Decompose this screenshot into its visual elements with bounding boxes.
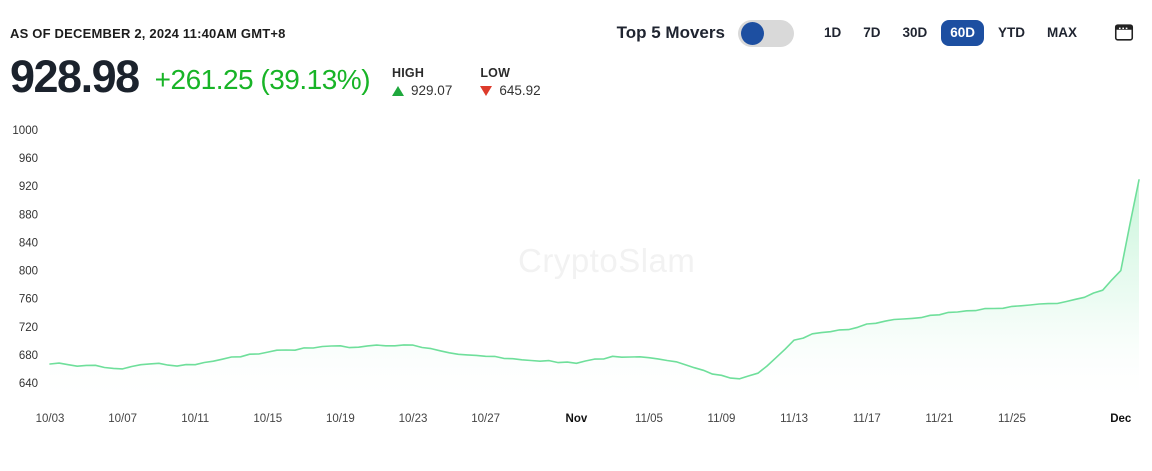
low-block: LOW 645.92: [480, 65, 541, 98]
y-axis-label: 680: [19, 350, 38, 362]
range-button-30d[interactable]: 30D: [894, 21, 935, 45]
range-button-ytd[interactable]: YTD: [990, 21, 1033, 45]
price-chart[interactable]: CryptoSlam 640 680 720 760 800 840 880 920 960 10…: [0, 115, 1152, 460]
y-axis-label: 1000: [12, 125, 38, 137]
low-value: 645.92: [499, 82, 541, 98]
x-axis-label: 10/07: [108, 413, 137, 425]
chart-controls: Top 5 Movers 1D 7D 30D 60D YTD MAX: [616, 19, 1135, 47]
range-button-max[interactable]: MAX: [1039, 21, 1085, 45]
chart-line: [49, 179, 1140, 380]
chart-area-fill: [50, 179, 1139, 403]
price-change: +261.25 (39.13%): [154, 64, 371, 96]
toggle-knob: [740, 21, 764, 45]
x-axis-label: 10/15: [253, 413, 282, 425]
x-axis-label: 11/21: [925, 413, 953, 425]
header: AS OF DECEMBER 2, 2024 11:40AM GMT+8 Top…: [0, 0, 1152, 48]
as-of-timestamp: AS OF DECEMBER 2, 2024 11:40AM GMT+8: [10, 25, 286, 41]
x-axis-label: 11/25: [998, 413, 1026, 425]
range-button-1d[interactable]: 1D: [816, 21, 849, 45]
x-axis-labels: 10/03 10/07 10/11 10/15 10/19 10/23 10/27 Nov 11…: [36, 413, 1132, 425]
top-movers-label: Top 5 Movers: [616, 23, 725, 42]
range-selector: 1D 7D 30D 60D YTD MAX: [816, 20, 1085, 46]
x-axis-label: Dec: [1110, 413, 1132, 425]
y-axis-labels: 640 680 720 760 800 840 880 920 960 1000: [12, 125, 38, 390]
x-axis-label: 11/05: [635, 413, 663, 425]
top-movers-toggle-group: Top 5 Movers: [616, 19, 794, 47]
y-axis-label: 920: [19, 181, 38, 193]
x-axis-label: 10/27: [471, 413, 500, 425]
price-summary: 928.98 +261.25 (39.13%) HIGH 929.07 LOW …: [0, 48, 1152, 102]
range-button-60d[interactable]: 60D: [941, 20, 984, 46]
x-axis-label: 10/03: [36, 413, 65, 425]
y-axis-label: 760: [19, 294, 38, 306]
high-value: 929.07: [411, 82, 453, 98]
x-axis-label: 11/13: [780, 413, 808, 425]
y-axis-label: 640: [19, 378, 38, 390]
x-axis-label: 10/23: [399, 413, 428, 425]
range-button-7d[interactable]: 7D: [855, 21, 888, 45]
low-label: LOW: [480, 65, 511, 80]
y-axis-label: 880: [19, 209, 38, 221]
x-axis-label: 11/09: [708, 413, 736, 425]
y-axis-label: 800: [19, 266, 38, 278]
x-axis-label: 10/19: [326, 413, 355, 425]
current-price: 928.98: [10, 51, 140, 102]
x-axis-label: 10/11: [181, 413, 209, 425]
y-axis-label: 960: [19, 153, 38, 165]
y-axis-label: 720: [19, 322, 38, 334]
top-movers-toggle[interactable]: [737, 19, 794, 47]
x-axis-label: Nov: [566, 413, 588, 425]
down-triangle-icon: [480, 85, 493, 96]
calendar-button[interactable]: [1113, 21, 1135, 46]
up-triangle-icon: [392, 85, 405, 96]
high-label: HIGH: [392, 65, 425, 80]
high-block: HIGH 929.07: [392, 66, 452, 98]
calendar-icon: [1113, 21, 1135, 46]
high-low-block: HIGH 929.07 LOW 645.92: [392, 66, 541, 98]
y-axis-label: 840: [19, 237, 38, 249]
x-axis-label: 11/17: [853, 413, 881, 425]
